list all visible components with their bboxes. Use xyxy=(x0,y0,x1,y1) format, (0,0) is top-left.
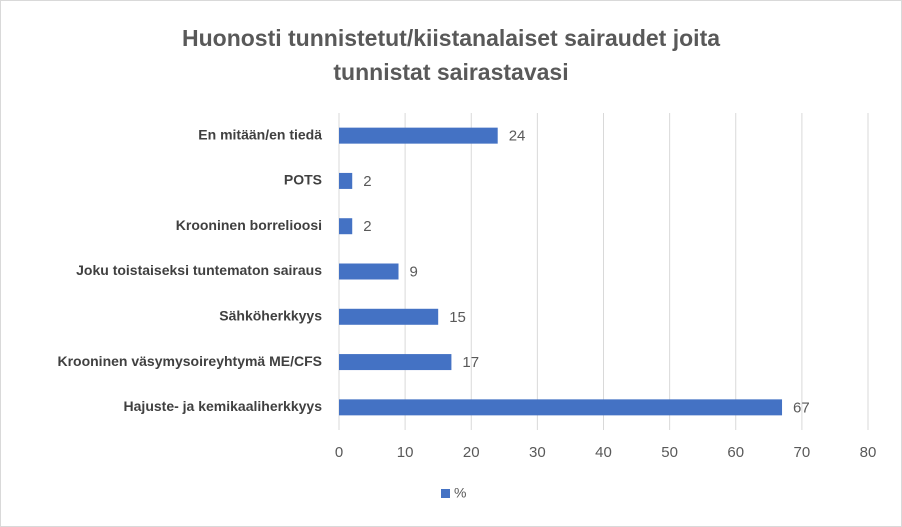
y-tick-label: Krooninen väsymysoireyhtymä ME/CFS xyxy=(57,353,322,369)
chart-title: Huonosti tunnistetut/kiistanalaiset sair… xyxy=(182,25,720,51)
value-label: 2 xyxy=(363,173,371,190)
legend-swatch xyxy=(441,489,450,498)
x-tick-label: 70 xyxy=(794,444,811,461)
bar xyxy=(339,127,498,144)
x-tick-label: 10 xyxy=(397,444,414,461)
value-label: 67 xyxy=(793,399,810,416)
bar xyxy=(339,172,353,189)
x-tick-label: 0 xyxy=(335,444,343,461)
y-tick-label: Joku toistaiseksi tuntematon sairaus xyxy=(76,262,322,278)
value-label: 24 xyxy=(509,128,526,145)
x-tick-label: 20 xyxy=(463,444,480,461)
y-tick-label: POTS xyxy=(284,172,322,188)
bar xyxy=(339,218,353,235)
bar xyxy=(339,263,399,280)
chart-title: tunnistat sairastavasi xyxy=(333,59,568,85)
bar xyxy=(339,354,452,371)
bar xyxy=(339,399,783,416)
value-label: 9 xyxy=(410,263,418,280)
x-tick-label: 40 xyxy=(595,444,612,461)
x-tick-label: 50 xyxy=(661,444,678,461)
x-tick-label: 30 xyxy=(529,444,546,461)
x-tick-label: 60 xyxy=(727,444,744,461)
value-label: 15 xyxy=(449,309,466,326)
y-tick-label: Krooninen borrelioosi xyxy=(176,217,322,233)
y-tick-label: Hajuste- ja kemikaaliherkkyys xyxy=(124,398,323,414)
value-label: 2 xyxy=(363,218,371,235)
y-tick-label: En mitään/en tiedä xyxy=(198,126,322,142)
x-tick-label: 80 xyxy=(860,444,877,461)
bar xyxy=(339,308,439,325)
y-tick-label: Sähköherkkyys xyxy=(219,307,322,323)
value-label: 17 xyxy=(462,354,479,371)
legend-label: % xyxy=(454,485,466,501)
